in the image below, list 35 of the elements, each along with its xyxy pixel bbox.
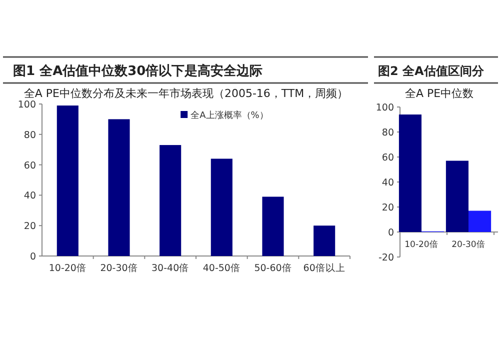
- y-tick-label: 20: [24, 221, 36, 232]
- bar: [262, 196, 284, 256]
- x-tick-label: 30-40倍: [152, 262, 190, 274]
- y-tick-label: 0: [30, 252, 36, 262]
- bar: [56, 106, 78, 256]
- y-tick-label: 40: [382, 178, 394, 188]
- bar: [108, 119, 130, 256]
- y-tick-label: 60: [382, 152, 394, 164]
- y-tick-label: 100: [18, 100, 36, 110]
- bar: [160, 145, 182, 256]
- x-tick-label: 10-20倍: [404, 239, 438, 250]
- bar: [468, 210, 492, 232]
- y-tick-label: 60: [24, 160, 36, 172]
- x-tick-label: 40-50倍: [202, 262, 240, 274]
- y-tick-label: 0: [388, 228, 394, 238]
- y-tick-label: 80: [24, 130, 36, 141]
- bar: [446, 160, 468, 232]
- chart-subtitle: 全A PE中位数: [405, 87, 474, 100]
- chart-title: 图1 全A估值中位数30倍以下是高安全边际: [13, 63, 263, 79]
- x-tick-label: 10-20倍: [48, 262, 86, 274]
- y-tick-label: -20: [378, 252, 394, 264]
- chart-title: 图2 全A估值区间分: [378, 64, 485, 78]
- chart-subtitle: 全A PE中位数分布及未来一年市场表现（2005-16，TTM，周频）: [24, 87, 348, 100]
- bar: [210, 158, 232, 256]
- bar: [314, 226, 336, 256]
- legend-label: 全A上涨概率（%）: [190, 110, 268, 121]
- y-tick-label: 100: [376, 102, 394, 114]
- x-tick-label: 50-60倍: [254, 262, 292, 274]
- x-tick-label: 60倍以上: [303, 262, 346, 274]
- bar: [398, 114, 422, 232]
- x-tick-label: 20-30倍: [100, 262, 138, 274]
- x-tick-label: 20-30倍: [452, 239, 486, 250]
- y-tick-label: 20: [382, 202, 394, 214]
- y-tick-label: 80: [382, 128, 394, 138]
- y-tick-label: 40: [24, 190, 36, 202]
